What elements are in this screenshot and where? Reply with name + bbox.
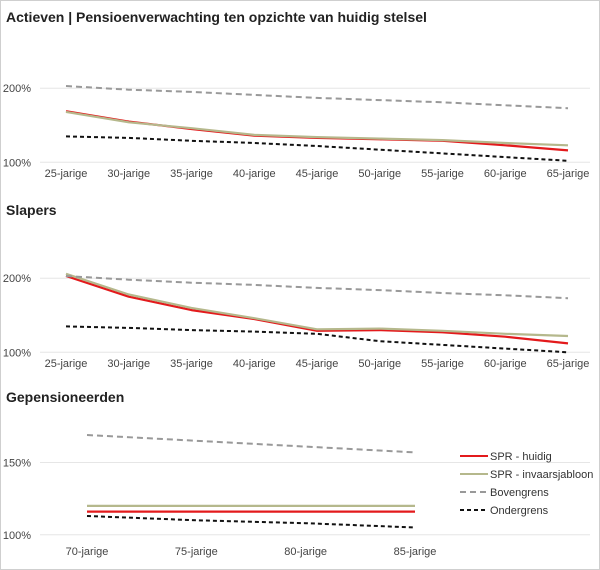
x-tick-label: 45-jarige [296, 168, 339, 180]
chart-title: Gepensioneerden [6, 389, 124, 405]
x-tick-label: 25-jarige [45, 358, 88, 370]
series-line-spr-huidig [65, 274, 569, 345]
x-tick-label: 25-jarige [45, 168, 88, 180]
x-tick-label: 50-jarige [358, 168, 401, 180]
series-line-spr-invaarsjabloon [65, 272, 569, 338]
x-tick-label: 35-jarige [170, 358, 213, 370]
x-tick-label: 40-jarige [233, 358, 276, 370]
y-tick-label: 200% [3, 83, 31, 95]
x-tick-label: 55-jarige [421, 358, 464, 370]
x-tick-label: 80-jarige [284, 546, 327, 558]
series-line-bovengrens [65, 275, 569, 300]
y-tick-label: 100% [3, 157, 31, 169]
x-tick-label: 30-jarige [107, 358, 150, 370]
x-tick-label: 45-jarige [296, 358, 339, 370]
legend-label: SPR - huidig [490, 451, 552, 463]
x-tick-label: 65-jarige [547, 358, 590, 370]
x-tick-label: 70-jarige [66, 546, 109, 558]
x-tick-label: 60-jarige [484, 168, 527, 180]
series-line-bovengrens [86, 434, 416, 454]
x-tick-label: 60-jarige [484, 358, 527, 370]
x-tick-label: 35-jarige [170, 168, 213, 180]
chart-title: Actieven | Pensioenverwachting ten opzic… [6, 9, 427, 25]
y-tick-label: 100% [3, 530, 31, 542]
y-tick-label: 100% [3, 347, 31, 359]
series-line-spr-huidig [65, 110, 569, 152]
series-line-ondergrens [86, 515, 416, 529]
x-tick-label: 50-jarige [358, 358, 401, 370]
x-tick-label: 55-jarige [421, 168, 464, 180]
y-tick-label: 200% [3, 273, 31, 285]
x-tick-label: 85-jarige [394, 546, 437, 558]
chart-title: Slapers [6, 202, 57, 218]
x-tick-label: 75-jarige [175, 546, 218, 558]
series-line-spr-invaarsjabloon [65, 110, 569, 147]
x-tick-label: 30-jarige [107, 168, 150, 180]
y-tick-label: 150% [3, 457, 31, 469]
x-tick-label: 65-jarige [547, 168, 590, 180]
legend-label: Bovengrens [490, 487, 549, 499]
series-line-ondergrens [65, 135, 569, 162]
legend-label: SPR - invaarsjabloon [490, 469, 593, 481]
x-tick-label: 40-jarige [233, 168, 276, 180]
series-line-bovengrens [65, 85, 569, 110]
legend-label: Ondergrens [490, 505, 549, 517]
